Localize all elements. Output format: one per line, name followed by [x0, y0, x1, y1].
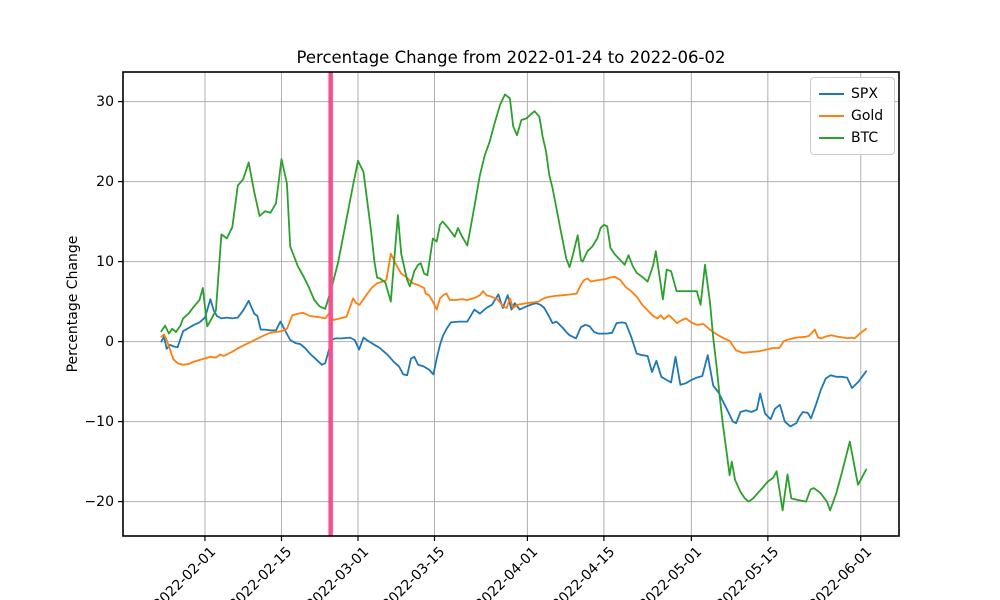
series-line-btc — [160, 93, 868, 512]
y-tick-label: 10 — [96, 253, 114, 270]
chart-title: Percentage Change from 2022-01-24 to 202… — [296, 48, 726, 67]
plot-border — [122, 71, 900, 537]
legend-line-sample-gold — [819, 115, 844, 117]
y-tick-label: 30 — [96, 93, 114, 110]
legend-item-gold: Gold — [819, 105, 894, 127]
legend-line-sample-spx — [819, 93, 844, 95]
legend-label: Gold — [851, 108, 884, 124]
y-tick-label: −10 — [84, 413, 114, 430]
legend: SPX Gold BTC — [810, 77, 895, 155]
y-tick-label: 0 — [105, 333, 114, 350]
series-line-gold — [160, 252, 868, 366]
legend-item-btc: BTC — [819, 127, 894, 149]
y-tick-label: −20 — [84, 493, 114, 510]
legend-item-spx: SPX — [819, 83, 894, 105]
series-line-spx — [160, 293, 868, 428]
y-tick-label: 20 — [96, 173, 114, 190]
legend-label: SPX — [851, 86, 878, 102]
legend-line-sample-btc — [819, 137, 844, 139]
legend-label: BTC — [851, 130, 879, 146]
